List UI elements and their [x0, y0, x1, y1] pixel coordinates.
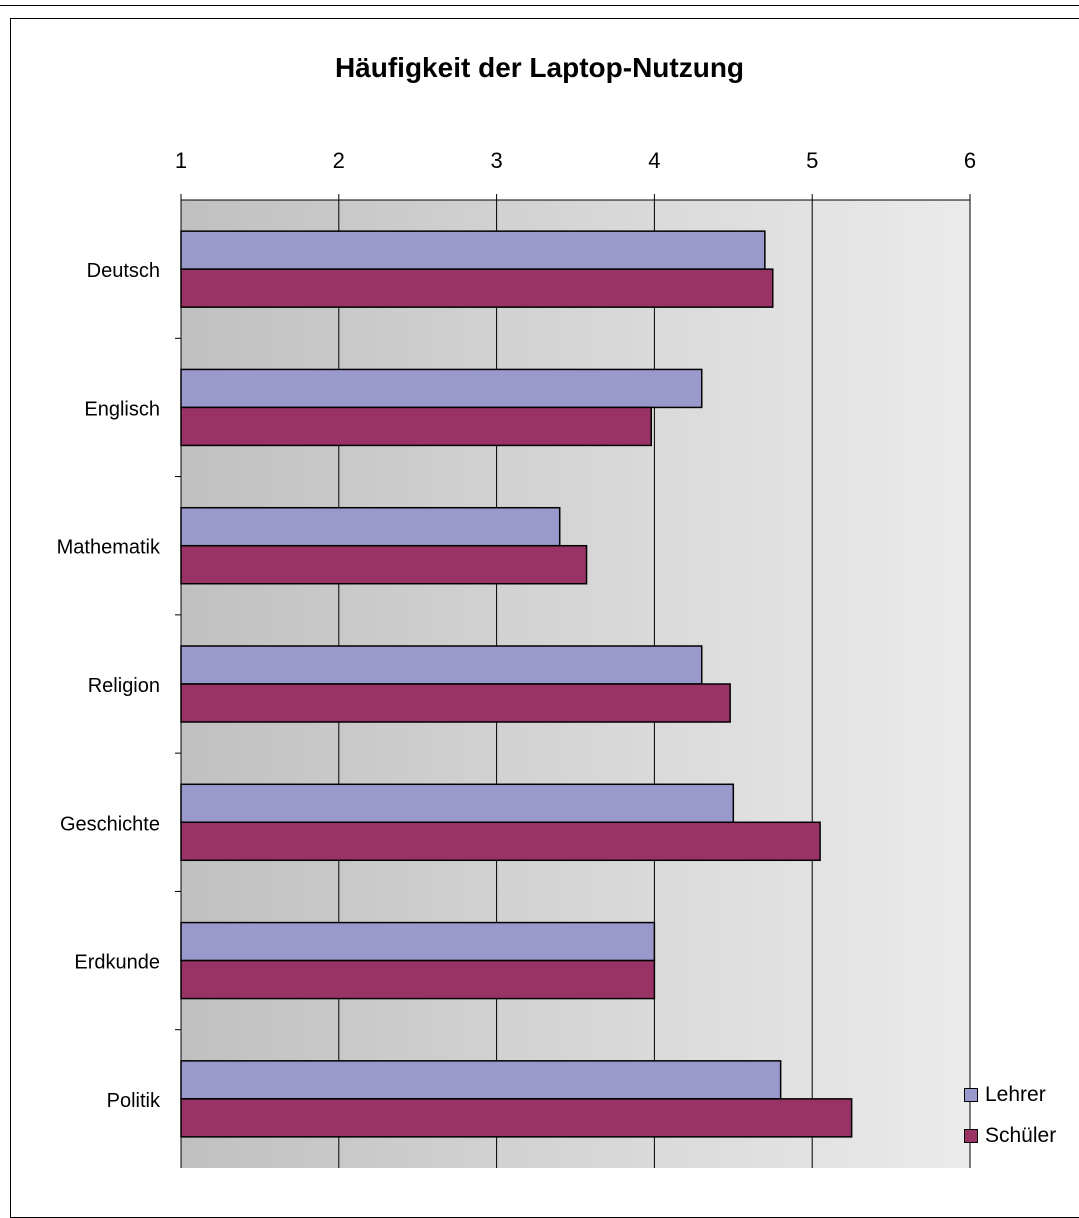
legend-label: Schüler — [985, 1124, 1057, 1147]
bar-lehrer-englisch — [180, 368, 703, 409]
chart-plot: 1 2 3 4 5 6 Deutsch Englisch Mathematik Religion G… — [57, 148, 976, 1168]
bar-schler-erdkunde — [180, 959, 656, 1000]
bar-lehrer-geschichte — [180, 783, 735, 824]
bar-lehrer-politik — [180, 1060, 782, 1100]
category-label: Deutsch — [87, 260, 160, 282]
x-tick-label: 3 — [490, 148, 502, 173]
x-tick-label: 1 — [175, 148, 187, 173]
bar-lehrer-erdkunde — [180, 921, 656, 962]
category-label: Englisch — [84, 398, 160, 420]
category-label: Politik — [107, 1090, 161, 1112]
category-label: Religion — [88, 675, 160, 697]
legend-label: Lehrer — [985, 1083, 1046, 1106]
bar-lehrer-religion — [180, 645, 703, 685]
x-tick-label: 5 — [806, 148, 818, 173]
x-tick-label: 6 — [964, 148, 976, 173]
top-strip-lines — [0, 5, 1079, 6]
x-tick-label: 2 — [333, 148, 345, 173]
legend-item: Lehrer — [964, 1080, 1046, 1110]
chart-title: Häufigkeit der Laptop-Nutzung — [334, 52, 745, 83]
legend-item: Schüler — [964, 1121, 1056, 1151]
bar-schler-mathematik — [180, 544, 588, 585]
x-tick-label: 4 — [648, 148, 660, 173]
bar-lehrer-deutsch — [180, 230, 766, 270]
legend-swatch — [964, 1088, 978, 1102]
bar-schler-politik — [180, 1098, 853, 1138]
bar-schler-deutsch — [180, 268, 774, 308]
bar-schler-religion — [180, 683, 731, 723]
top-strip — [0, 0, 1079, 8]
bar-lehrer-mathematik — [180, 506, 561, 547]
category-label: Erdkunde — [74, 952, 160, 974]
bar-schler-englisch — [180, 406, 652, 447]
category-label: Geschichte — [60, 813, 160, 835]
legend-swatch — [964, 1129, 978, 1143]
category-label: Mathematik — [57, 537, 161, 559]
bar-schler-geschichte — [180, 821, 821, 862]
